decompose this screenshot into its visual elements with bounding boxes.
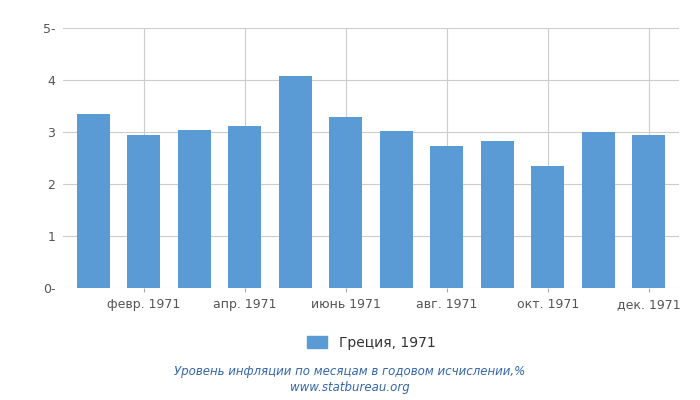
Bar: [481, 141, 514, 288]
Bar: [279, 76, 312, 288]
Text: www.statbureau.org: www.statbureau.org: [290, 382, 410, 394]
Legend: Греция, 1971: Греция, 1971: [300, 329, 442, 357]
Bar: [582, 132, 615, 288]
Bar: [380, 132, 413, 288]
Bar: [228, 126, 261, 288]
Bar: [329, 118, 362, 288]
Text: Уровень инфляции по месяцам в годовом исчислении,%: Уровень инфляции по месяцам в годовом ис…: [174, 366, 526, 378]
Bar: [77, 114, 110, 288]
Bar: [632, 134, 665, 288]
Bar: [430, 146, 463, 288]
Bar: [127, 135, 160, 288]
Bar: [178, 130, 211, 288]
Bar: [531, 166, 564, 288]
